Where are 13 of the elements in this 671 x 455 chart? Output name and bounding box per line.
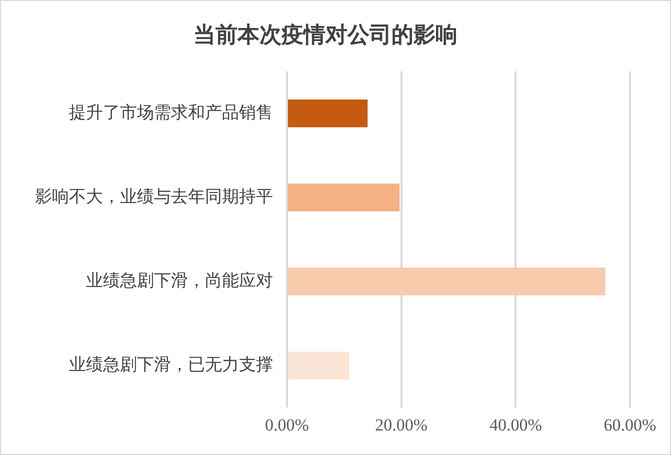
- x-tick-label: 0.00%: [265, 415, 309, 434]
- x-tick-label: 40.00%: [489, 415, 542, 434]
- x-tick-label: 60.00%: [604, 415, 656, 434]
- bar: [288, 100, 368, 128]
- bar: [288, 268, 606, 296]
- bar: [288, 352, 350, 380]
- y-tick-label: 业绩急剧下滑，已无力支撑: [69, 355, 273, 374]
- bar: [288, 184, 400, 212]
- x-tick-label: 20.00%: [375, 415, 428, 434]
- chart-title: 当前本次疫情对公司的影响: [194, 22, 458, 47]
- y-tick-label: 影响不大，业绩与去年同期持平: [35, 186, 273, 206]
- y-tick-label: 业绩急剧下滑，尚能应对: [86, 270, 273, 290]
- y-tick-label: 提升了市场需求和产品销售: [69, 102, 273, 122]
